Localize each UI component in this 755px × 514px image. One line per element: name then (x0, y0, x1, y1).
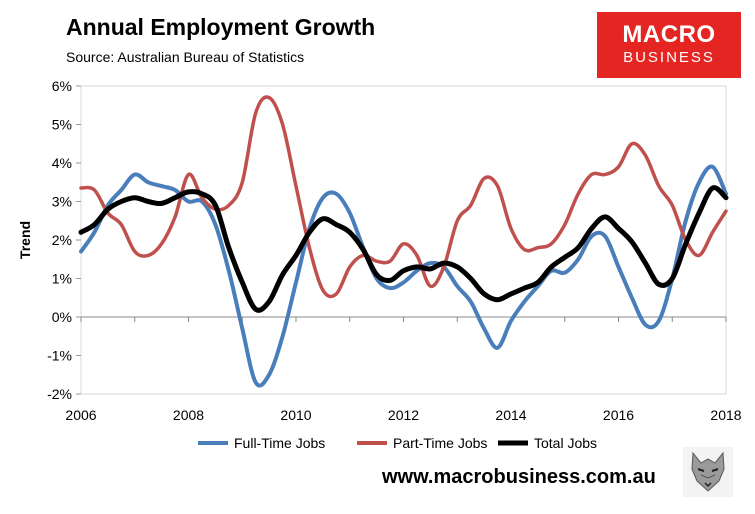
series-line-full-time-jobs (79, 164, 728, 388)
chart-legend: Full-Time Jobs Part-Time Jobs Total Jobs (198, 435, 597, 451)
chart-title: Annual Employment Growth (66, 14, 376, 40)
legend-label-part-time-jobs: Part-Time Jobs (393, 435, 487, 451)
x-tick-label: 2006 (65, 407, 96, 423)
y-tick-label: 2% (52, 232, 72, 248)
x-tick-label: 2014 (495, 407, 526, 423)
y-axis-title: Trend (17, 221, 33, 259)
y-tick-label: 1% (52, 271, 72, 287)
footer-url[interactable]: www.macrobusiness.com.au (382, 466, 656, 488)
x-tick-label: 2012 (388, 407, 419, 423)
x-tick-label: 2010 (280, 407, 311, 423)
wolf-logo-icon (683, 447, 733, 497)
y-tick-label: 5% (52, 117, 72, 133)
y-tick-label: 3% (52, 194, 72, 210)
series-line-part-time-jobs (79, 95, 728, 299)
y-tick-label: -2% (47, 386, 72, 402)
y-tick-label: 4% (52, 155, 72, 171)
macrobusiness-logo: MACRO BUSINESS (597, 12, 741, 78)
logo-line-1: MACRO (622, 21, 716, 48)
y-tick-label: 0% (52, 309, 72, 325)
x-tick-label: 2018 (710, 407, 741, 423)
chart-series (78, 95, 729, 388)
legend-label-total-jobs: Total Jobs (534, 435, 597, 451)
y-tick-label: 6% (52, 78, 72, 94)
y-tick-label: -1% (47, 348, 72, 364)
x-tick-label: 2008 (173, 407, 204, 423)
series-line-total-jobs (78, 185, 729, 313)
x-tick-label: 2016 (603, 407, 634, 423)
legend-label-full-time-jobs: Full-Time Jobs (234, 435, 325, 451)
chart-axes: -2% -1% 0% 1% 2% 3% 4% 5% 6% 2006 2008 2010 2012 2014… (17, 78, 742, 423)
logo-line-2: BUSINESS (623, 49, 715, 66)
chart-source: Source: Australian Bureau of Statistics (66, 49, 305, 65)
